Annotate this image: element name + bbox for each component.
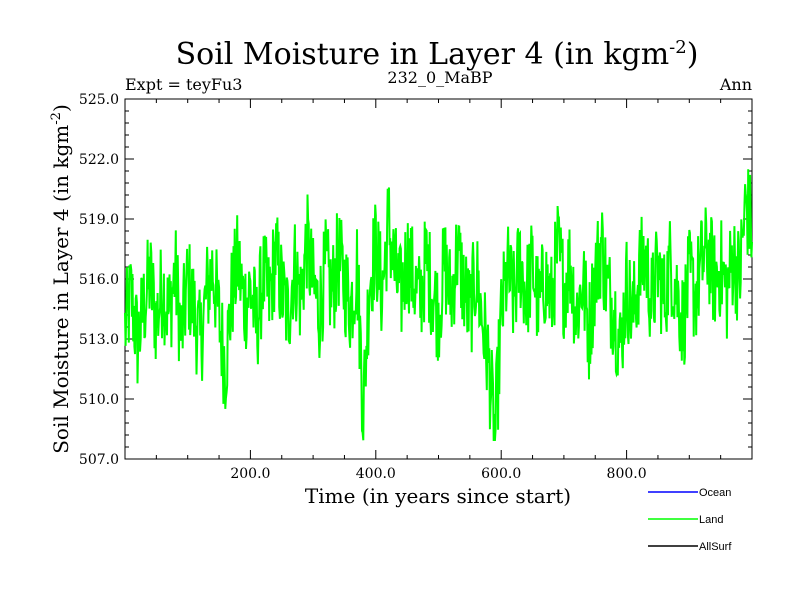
land-series-line: [124, 169, 753, 442]
legend-land-label: Land: [699, 514, 723, 526]
x-tick-label: 600.0: [481, 466, 521, 482]
x-tick-label: 400.0: [356, 466, 396, 482]
y-axis-label: Soil Moisture in Layer 4 (in kgm-2): [49, 104, 73, 454]
legend: Ocean Land AllSurf: [648, 487, 732, 553]
x-axis-ticks: 200.0 400.0 600.0 800.0: [155, 99, 722, 482]
subtitle-center: 232_0_MaBP: [387, 68, 492, 87]
y-tick-label: 513.0: [79, 332, 119, 348]
subtitle-right: Ann: [719, 75, 752, 94]
y-tick-label: 522.0: [79, 152, 119, 168]
x-axis-label: Time (in years since start): [305, 484, 571, 508]
y-tick-label: 519.0: [79, 212, 119, 228]
x-tick-label: 200.0: [230, 466, 270, 482]
chart-title-close: ): [687, 37, 699, 72]
y-axis-ticks: 507.0 510.0 513.0 516.0 519.0 522.0 525.0: [79, 92, 752, 468]
legend-ocean-label: Ocean: [699, 487, 731, 499]
chart-title-sup: -2: [669, 37, 687, 58]
chart-title-main: Soil Moisture in Layer 4 (in kgm: [176, 37, 670, 72]
y-tick-label: 507.0: [79, 452, 119, 468]
y-tick-label: 510.0: [79, 392, 119, 408]
legend-allsurf-label: AllSurf: [699, 541, 732, 553]
x-tick-label: 800.0: [607, 466, 647, 482]
y-tick-label: 516.0: [79, 272, 119, 288]
y-tick-label: 525.0: [79, 92, 119, 108]
y-axis-label-sup: -2: [49, 112, 64, 125]
y-axis-label-main: Soil Moisture in Layer 4 (in kgm: [49, 125, 73, 454]
subtitle-left: Expt = teyFu3: [125, 75, 242, 94]
chart-title: Soil Moisture in Layer 4 (in kgm-2): [176, 37, 699, 72]
y-axis-label-close: ): [49, 104, 73, 112]
